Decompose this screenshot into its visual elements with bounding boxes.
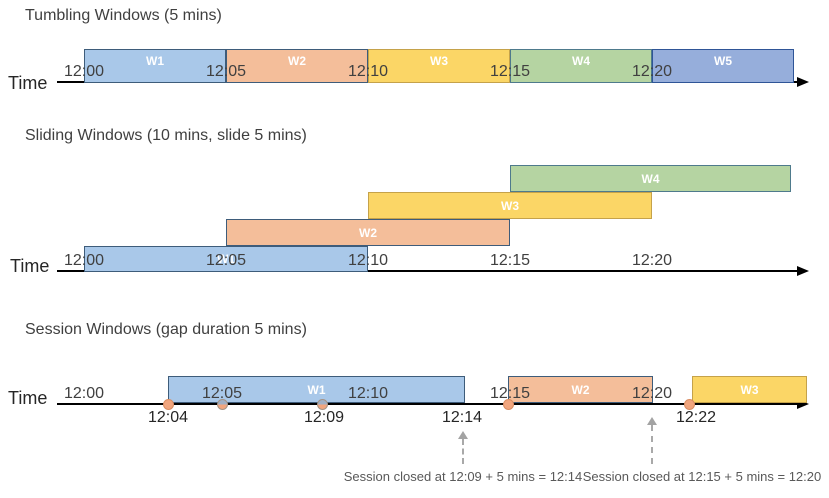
tumbling-window-w2: W2 [226,49,368,83]
event-dot [217,399,228,410]
window-label: W1 [307,382,326,397]
sliding-section-title: Sliding Windows (10 mins, slide 5 mins) [25,127,307,144]
session-time-axis [57,403,798,405]
session-tick: 12:05 [201,385,243,402]
sliding-tick: 12:15 [489,252,531,269]
session-event-label: 12:22 [675,409,717,426]
session-window-w2: W2 [508,376,653,403]
tumbling-tick: 12:20 [631,63,673,80]
tumbling-tick: 12:00 [63,63,105,80]
sliding-axis-arrowhead-icon [797,266,809,276]
window-label: W4 [572,54,590,68]
up-arrow-shaft [462,439,464,464]
session-event-label: 12:14 [441,409,483,426]
session-tick: 12:20 [631,385,673,402]
window-label: W3 [740,382,759,397]
session-tick: 12:00 [63,385,105,402]
window-label: W3 [430,54,448,68]
window-label: W1 [217,252,235,266]
event-dot [503,399,514,410]
sliding-tick: 12:10 [347,252,389,269]
session-event-label: 12:04 [147,409,189,426]
tumbling-window-w4: W4 [510,49,652,83]
window-label: W2 [571,382,590,397]
session-section-title: Session Windows (gap duration 5 mins) [25,321,307,338]
window-label: W3 [501,198,519,213]
event-dot [684,399,695,410]
sliding-window-w3: W3 [368,192,652,219]
session-axis-arrowhead-icon [797,399,809,409]
session-closed-annotation: Session closed at 12:15 + 5 mins = 12:20 [582,469,822,484]
sliding-tick: 12:20 [631,252,673,269]
tumbling-window-w5: W5 [652,49,794,83]
sliding-window-w2: W2 [226,219,510,246]
event-dot [317,399,328,410]
sliding-time-axis [57,270,798,272]
window-label: W2 [359,225,377,240]
window-label: W1 [146,54,164,68]
tumbling-tick: 12:05 [205,63,247,80]
window-label: W2 [288,54,306,68]
tumbling-tick: 12:10 [347,63,389,80]
tumbling-time-axis-label: Time [8,73,48,93]
sliding-tick: 12:00 [63,252,105,269]
up-arrow-shaft [651,425,653,464]
window-label: W4 [641,171,660,186]
event-dot [163,399,174,410]
tumbling-tick: 12:15 [489,63,531,80]
session-window-w3: W3 [692,376,807,403]
tumbling-section-title: Tumbling Windows (5 mins) [25,7,222,24]
tumbling-window-w3: W3 [368,49,510,83]
session-window-w1: W1 [168,376,465,403]
session-tick: 12:15 [489,385,531,402]
sliding-tick: 12:05 [205,252,247,269]
window-label: W5 [714,54,732,68]
sliding-window-w4: W4 [510,165,791,192]
up-arrow-icon [458,431,468,439]
session-closed-annotation: Session closed at 12:09 + 5 mins = 12:14 [343,469,583,484]
up-arrow-icon [647,417,657,425]
tumbling-window-w1: W1 [84,49,226,83]
session-time-axis-label: Time [8,388,48,408]
session-tick: 12:10 [347,385,389,402]
sliding-window-w1: W1 [84,246,368,272]
session-event-label: 12:09 [303,409,345,426]
sliding-time-axis-label: Time [10,256,50,276]
tumbling-axis-arrowhead-icon [797,77,809,87]
